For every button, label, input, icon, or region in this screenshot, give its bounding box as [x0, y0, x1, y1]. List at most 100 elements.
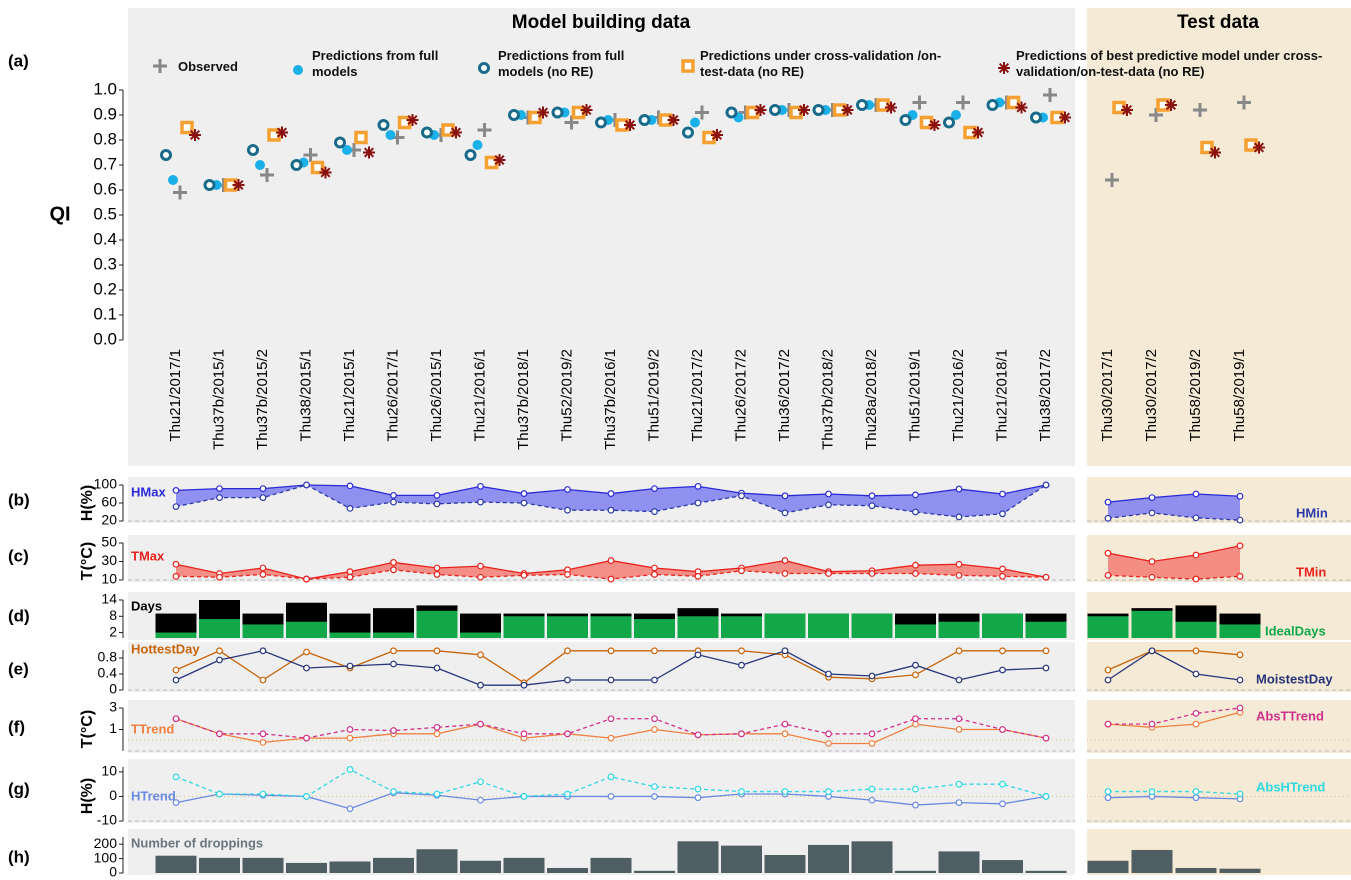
point — [346, 805, 354, 813]
point — [651, 564, 658, 572]
point — [825, 730, 832, 738]
point — [433, 491, 441, 499]
y-tick-label: 0.4 — [98, 665, 118, 681]
point — [493, 154, 506, 166]
point — [955, 726, 963, 733]
point — [738, 730, 745, 738]
point — [1192, 794, 1200, 802]
point — [477, 778, 484, 786]
point — [856, 99, 868, 111]
bar — [938, 851, 980, 873]
point — [390, 559, 397, 566]
x-tick-label: Thu58/2019/2 — [1187, 349, 1204, 442]
panel-background — [128, 642, 1075, 692]
point — [651, 647, 658, 655]
series-label: Days — [131, 598, 162, 613]
point — [651, 783, 658, 791]
point — [259, 494, 267, 502]
point — [955, 676, 963, 684]
point — [694, 651, 702, 659]
panel-background — [1087, 829, 1351, 875]
y-axis-label: QI — [49, 203, 70, 225]
point — [868, 796, 876, 804]
bar — [460, 860, 501, 873]
y-tick-label: 100 — [94, 476, 118, 492]
point — [477, 498, 484, 506]
y-tick-label: 2 — [109, 623, 117, 639]
point — [868, 730, 876, 738]
point — [303, 575, 310, 583]
point — [1209, 146, 1221, 159]
point — [781, 720, 789, 728]
point — [1192, 551, 1200, 559]
legend-label: Observed — [178, 59, 238, 74]
point — [1236, 704, 1244, 712]
test-background — [1087, 8, 1351, 466]
bar — [895, 870, 936, 873]
x-tick-label: Thu51/2019/1 — [906, 349, 923, 442]
y-tick-label: 10 — [101, 763, 117, 779]
point — [955, 513, 963, 521]
point — [1121, 104, 1133, 116]
series-label: HottestDay — [131, 641, 200, 656]
point — [607, 734, 615, 742]
point — [1200, 140, 1214, 155]
bar — [808, 613, 849, 638]
y-tick-label: 0.9 — [93, 104, 117, 123]
legend-label: Predictions from full models — [312, 48, 439, 79]
bar — [1219, 868, 1261, 873]
point — [695, 105, 709, 120]
point — [738, 788, 745, 795]
point — [551, 106, 564, 119]
y-axis-label: T(°C) — [79, 710, 96, 748]
point — [520, 490, 528, 497]
point — [472, 140, 483, 150]
point — [999, 572, 1006, 580]
point — [1148, 647, 1156, 655]
bar — [460, 632, 501, 638]
point — [1192, 647, 1200, 655]
point — [216, 730, 223, 738]
y-tick-label: 0.7 — [93, 154, 117, 173]
point — [433, 790, 441, 798]
point — [390, 491, 397, 499]
point — [580, 104, 593, 116]
point — [1104, 788, 1112, 795]
y-tick-label: 0 — [109, 681, 117, 697]
point — [825, 788, 832, 795]
point — [172, 676, 180, 684]
x-tick-label: Thu21/2016/2 — [950, 349, 967, 442]
series-label: AbsHTrend — [1256, 779, 1325, 794]
bar — [416, 610, 458, 638]
point — [433, 664, 441, 672]
point — [216, 647, 223, 655]
point — [259, 676, 267, 684]
bar — [1087, 860, 1129, 873]
point — [1148, 509, 1156, 517]
point — [377, 119, 390, 131]
point — [354, 130, 368, 145]
y-tick-label: 0.0 — [93, 329, 117, 348]
point — [1236, 790, 1244, 798]
area-fill — [176, 485, 1046, 517]
series-label: IdealDays — [1265, 623, 1326, 638]
point — [1030, 111, 1042, 124]
point — [363, 146, 375, 159]
point — [390, 788, 397, 795]
panel-background — [1087, 642, 1351, 692]
y-tick-label: 0.1 — [93, 304, 117, 323]
bar — [1131, 610, 1173, 638]
point — [651, 508, 658, 515]
bar — [851, 613, 893, 638]
point — [537, 106, 549, 119]
point — [651, 676, 658, 684]
point — [346, 766, 354, 773]
point — [781, 492, 789, 500]
point — [1192, 575, 1200, 583]
point — [1104, 514, 1112, 522]
x-tick-label: Thu30/2017/1 — [1099, 349, 1116, 442]
point — [725, 106, 738, 119]
point — [1236, 516, 1244, 524]
bar — [982, 860, 1023, 873]
point — [450, 126, 462, 139]
